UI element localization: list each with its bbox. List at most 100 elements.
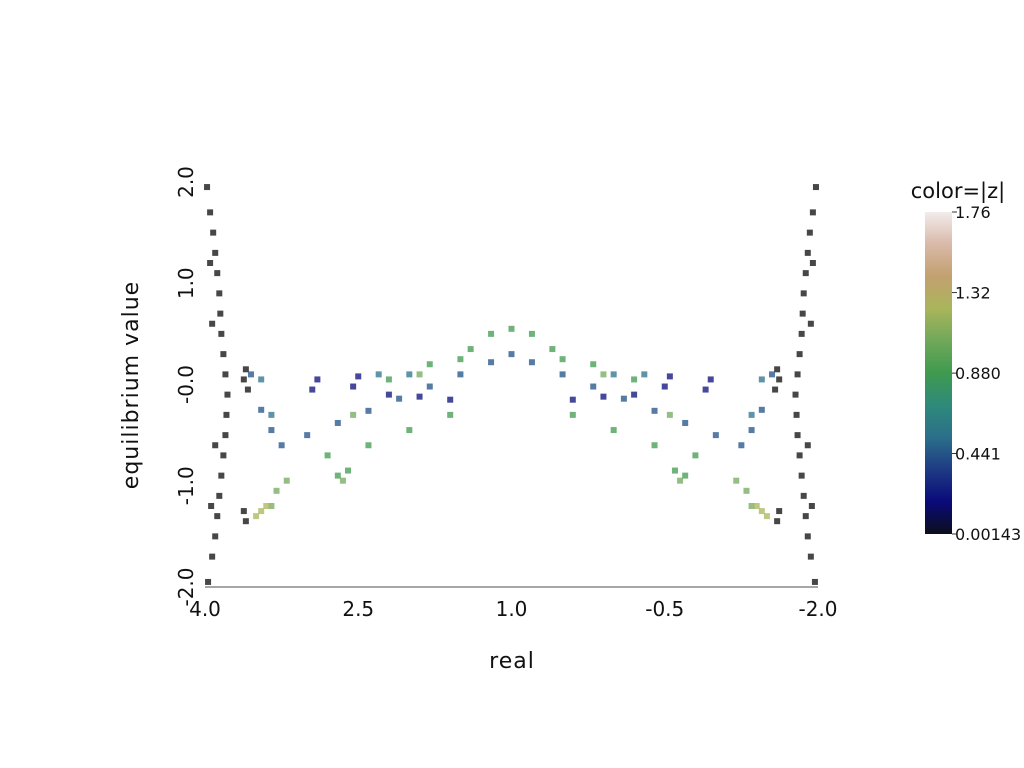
data-point	[216, 492, 223, 499]
data-point	[426, 361, 433, 368]
y-tick-label: -0.0	[174, 365, 198, 404]
data-point	[774, 366, 781, 373]
data-point	[375, 371, 382, 378]
data-point	[339, 477, 346, 484]
data-point	[559, 356, 566, 363]
colorbar-tick-label: 0.00143	[955, 525, 1021, 544]
data-point	[763, 513, 770, 520]
colorbar-ticks: 1.76 1.32 0.880 0.441 0.00143	[952, 203, 1021, 544]
data-point	[800, 290, 807, 297]
colorbar-tick-label: 1.32	[955, 284, 991, 303]
data-point	[738, 442, 745, 449]
data-point	[385, 376, 392, 383]
data-point	[508, 351, 515, 358]
data-point	[798, 330, 805, 337]
y-ticks: -2.0 -1.0 -0.0 1.0 2.0	[174, 166, 198, 606]
data-point	[712, 432, 719, 439]
data-point	[223, 411, 230, 418]
data-point	[682, 419, 689, 426]
data-point	[807, 553, 814, 560]
data-point	[748, 427, 755, 434]
data-point	[218, 330, 225, 337]
data-point	[210, 229, 217, 236]
data-point	[222, 371, 229, 378]
data-point	[324, 452, 331, 459]
data-point	[204, 184, 211, 191]
data-point	[569, 411, 576, 418]
y-tick-label: -1.0	[174, 466, 198, 505]
data-point	[590, 383, 597, 390]
data-point	[365, 407, 372, 414]
data-point	[447, 396, 454, 403]
data-point	[334, 472, 341, 479]
data-point	[620, 395, 627, 402]
colorbar-tick-label: 0.880	[955, 364, 1001, 383]
data-point	[811, 578, 818, 585]
data-point	[207, 260, 214, 266]
data-point	[528, 359, 535, 366]
data-point	[263, 503, 270, 509]
data-point	[488, 330, 495, 337]
data-point	[600, 393, 607, 400]
data-point	[794, 432, 801, 439]
data-point	[268, 411, 275, 418]
data-point	[242, 366, 249, 373]
x-axis-label: real	[489, 649, 535, 674]
data-point	[610, 371, 617, 378]
data-point	[385, 391, 392, 398]
data-point	[702, 386, 709, 393]
data-point	[799, 310, 806, 317]
data-point	[416, 371, 423, 378]
data-point	[796, 452, 803, 459]
data-point	[666, 373, 673, 380]
data-point	[217, 310, 224, 317]
data-point	[396, 395, 403, 402]
data-point	[774, 518, 781, 525]
data-point	[748, 411, 755, 418]
data-point	[753, 503, 760, 509]
data-point	[776, 508, 783, 515]
data-point	[416, 393, 423, 400]
data-point	[758, 508, 765, 515]
data-point	[758, 406, 765, 413]
data-point	[798, 472, 805, 479]
data-point	[244, 386, 251, 393]
colorbar-gradient	[925, 212, 952, 534]
data-point	[207, 209, 214, 216]
points-layer	[204, 184, 819, 585]
data-point	[355, 373, 362, 380]
data-point	[216, 290, 223, 297]
y-tick-label: 2.0	[174, 166, 198, 198]
data-point	[661, 383, 668, 390]
colorbar-title: color=|z|	[911, 179, 1005, 204]
data-point	[334, 419, 341, 426]
data-point	[802, 513, 809, 520]
data-point	[651, 442, 658, 449]
data-point	[707, 376, 714, 383]
data-point	[209, 553, 216, 560]
data-point	[283, 477, 290, 484]
data-point	[793, 411, 800, 418]
data-point	[304, 432, 311, 439]
data-point	[590, 361, 597, 368]
x-tick-label: 1.0	[496, 597, 528, 621]
y-tick-label: -2.0	[174, 567, 198, 606]
data-point	[758, 376, 765, 383]
data-point	[214, 513, 221, 520]
data-point	[651, 407, 658, 414]
data-point	[220, 452, 227, 459]
data-point	[776, 376, 783, 383]
data-point	[218, 472, 225, 479]
data-point	[733, 477, 740, 484]
data-point	[804, 442, 811, 449]
data-point	[808, 503, 815, 509]
data-point	[559, 371, 566, 378]
data-point	[467, 346, 474, 353]
data-point	[447, 411, 454, 418]
data-point	[350, 411, 357, 418]
data-point	[258, 406, 265, 413]
data-point	[222, 432, 229, 439]
data-point	[769, 371, 776, 378]
data-point	[208, 503, 215, 509]
data-point	[809, 260, 816, 266]
